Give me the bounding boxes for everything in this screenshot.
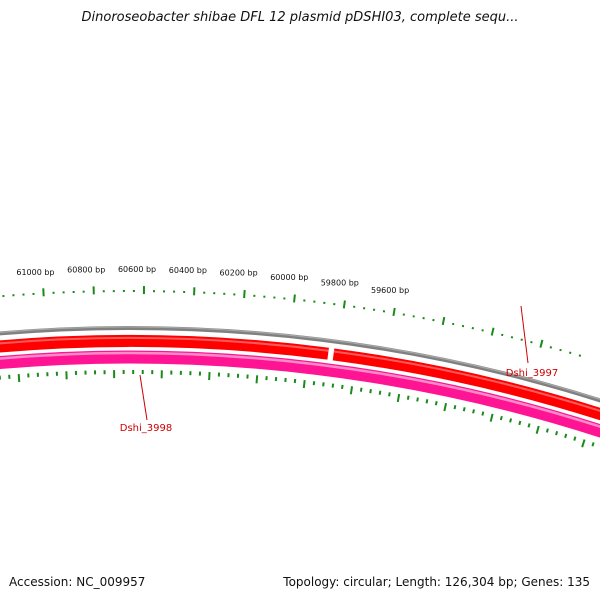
minor-tick bbox=[434, 401, 438, 406]
minor-tick bbox=[378, 390, 382, 395]
major-tick bbox=[17, 374, 21, 383]
gene-label: Dshi_3997 bbox=[506, 368, 558, 379]
gene-leader-line bbox=[520, 305, 529, 364]
major-tick bbox=[535, 425, 540, 434]
minor-tick bbox=[530, 340, 533, 344]
major-tick bbox=[490, 327, 495, 336]
gene-label: Dshi_3998 bbox=[120, 423, 172, 434]
major-tick bbox=[255, 375, 259, 384]
map-title: Dinoroseobacter shibae DFL 12 plasmid pD… bbox=[81, 10, 519, 25]
inner-scale-ticks bbox=[0, 370, 595, 448]
gene-labels: Dshi_3997 Dshi_3998 bbox=[120, 305, 558, 434]
major-tick bbox=[539, 339, 544, 348]
scale-label: 60000 bp bbox=[270, 273, 308, 282]
scale-labels: 61000 bp 60800 bp 60600 bp 60400 bp 60200 bp… bbox=[16, 265, 409, 295]
accession-text: Accession: NC_009957 bbox=[9, 575, 146, 589]
minor-tick bbox=[499, 415, 503, 421]
minor-tick bbox=[509, 418, 513, 423]
minor-tick bbox=[568, 351, 572, 355]
scale-label: 59800 bp bbox=[321, 279, 359, 288]
minor-tick bbox=[359, 387, 363, 392]
minor-tick bbox=[462, 407, 466, 412]
minor-tick bbox=[578, 354, 582, 357]
scale-label: 60200 bp bbox=[220, 269, 258, 278]
major-tick bbox=[443, 403, 448, 412]
major-tick bbox=[342, 300, 346, 309]
minor-tick bbox=[549, 346, 553, 349]
minor-tick bbox=[555, 430, 559, 436]
scale-label: 59600 bp bbox=[371, 286, 409, 295]
minor-tick bbox=[331, 383, 335, 388]
minor-tick bbox=[453, 405, 457, 410]
minor-tick bbox=[425, 399, 429, 404]
minor-tick bbox=[416, 397, 419, 402]
minor-tick bbox=[406, 395, 410, 400]
major-tick bbox=[396, 393, 401, 403]
scale-label: 60800 bp bbox=[67, 266, 105, 275]
gene-leader-line bbox=[139, 374, 148, 421]
backbone-track bbox=[0, 326, 600, 403]
minor-tick bbox=[481, 411, 485, 416]
minor-tick bbox=[322, 382, 325, 387]
gene-feature-dshi-3998 bbox=[0, 350, 600, 438]
minor-tick bbox=[527, 423, 531, 428]
major-tick bbox=[581, 439, 586, 448]
gene-feature-highlight bbox=[333, 350, 600, 413]
scale-label: 61000 bp bbox=[16, 268, 54, 277]
major-tick bbox=[293, 294, 296, 303]
minor-tick bbox=[559, 348, 562, 352]
scale-label: 60600 bp bbox=[118, 265, 156, 274]
major-tick bbox=[243, 290, 246, 299]
scale-label: 60400 bp bbox=[169, 266, 207, 275]
minor-tick bbox=[545, 428, 549, 433]
minor-tick bbox=[388, 392, 391, 397]
minor-tick bbox=[369, 389, 372, 394]
major-tick bbox=[441, 316, 446, 326]
major-tick bbox=[392, 307, 396, 317]
gene-feature-dshi-3998-forward bbox=[0, 335, 329, 360]
minor-tick bbox=[591, 442, 595, 447]
minor-tick bbox=[518, 420, 522, 426]
minor-tick bbox=[341, 384, 344, 390]
backbone-track-highlight bbox=[0, 326, 600, 401]
major-tick bbox=[302, 379, 306, 389]
major-tick bbox=[349, 386, 354, 395]
major-tick bbox=[489, 413, 494, 422]
outer-scale-ticks bbox=[2, 286, 582, 357]
minor-tick bbox=[573, 436, 577, 441]
gene-feature-highlight bbox=[0, 337, 329, 352]
summary-text: Topology: circular; Length: 126,304 bp; … bbox=[283, 575, 590, 589]
gene-feature-dshi-3997 bbox=[332, 348, 600, 421]
minor-tick bbox=[564, 433, 568, 439]
minor-tick bbox=[472, 409, 475, 414]
